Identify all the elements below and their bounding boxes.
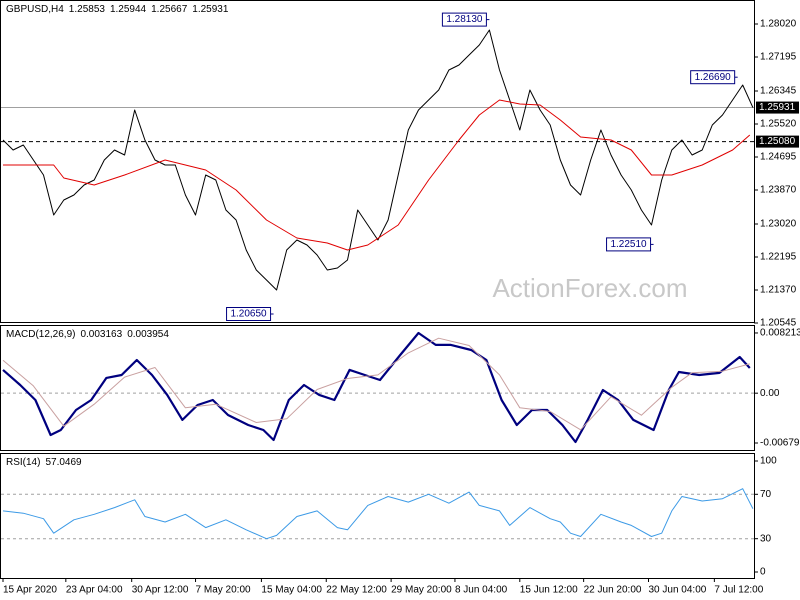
panel-header: RSI(14) 57.0469 xyxy=(6,457,82,468)
x-tick-label: 8 Jun 04:00 xyxy=(455,585,508,596)
y-tick-label: 0 xyxy=(760,567,766,578)
y-tick-label: 1.27195 xyxy=(760,52,797,63)
x-tick-label: 30 Apr 12:00 xyxy=(132,585,189,596)
y-tick-label: -0.006796 xyxy=(760,438,800,449)
y-tick-label: 1.22195 xyxy=(760,252,797,263)
header-value: 1.25853 xyxy=(69,4,106,15)
header-title: RSI(14) xyxy=(6,457,40,468)
price-line-label: 1.25080 xyxy=(759,136,796,147)
annotation-label: 1.22510 xyxy=(610,239,647,250)
series-line xyxy=(2,337,750,431)
y-tick-label: 100 xyxy=(760,456,777,467)
x-tick-label: 22 May 12:00 xyxy=(326,585,387,596)
x-tick-label: 29 May 20:00 xyxy=(391,585,452,596)
series-line xyxy=(2,488,754,540)
price-line-box xyxy=(756,101,799,114)
series-line xyxy=(2,331,751,444)
y-tick-label: 0.008213 xyxy=(760,328,800,339)
series-line xyxy=(2,29,754,291)
header-value: 1.25931 xyxy=(192,4,229,15)
annotation-label: 1.26690 xyxy=(695,72,732,83)
price-line-box xyxy=(756,135,799,148)
header-title: MACD(12,26,9) xyxy=(6,329,75,340)
x-tick-label: 15 Jun 12:00 xyxy=(520,585,578,596)
price-line-label: 1.25931 xyxy=(759,102,796,113)
header-value: 0.003954 xyxy=(127,329,169,340)
x-tick-label: 30 Jun 04:00 xyxy=(648,585,706,596)
watermark: ActionForex.com xyxy=(492,273,687,303)
x-tick-label: 15 May 04:00 xyxy=(261,585,322,596)
panel-header: GBPUSD,H4 1.25853 1.25944 1.25667 1.25931 xyxy=(6,4,229,15)
y-tick-label: 1.26345 xyxy=(760,86,797,97)
panel-frame xyxy=(0,453,755,579)
header-value: 57.0469 xyxy=(45,457,82,468)
y-tick-label: 1.28020 xyxy=(760,19,797,30)
panel-frame xyxy=(0,0,755,323)
y-tick-label: 1.24695 xyxy=(760,152,797,163)
header-title: GBPUSD,H4 xyxy=(6,4,64,15)
annotation-label: 1.20650 xyxy=(230,309,267,320)
header-value: 1.25667 xyxy=(151,4,188,15)
y-tick-label: 1.20545 xyxy=(760,318,797,329)
y-tick-label: 1.23020 xyxy=(760,219,797,230)
y-tick-label: 1.23870 xyxy=(760,185,797,196)
y-tick-label: 1.25520 xyxy=(760,119,797,130)
series-line xyxy=(3,99,751,251)
x-tick-label: 23 Apr 04:00 xyxy=(66,585,123,596)
y-tick-label: 1.21370 xyxy=(760,285,797,296)
y-tick-label: 0.00 xyxy=(760,388,780,399)
panel-header: MACD(12,26,9) 0.003163 0.003954 xyxy=(6,329,169,340)
y-tick-label: 30 xyxy=(760,533,772,544)
header-value: 0.003163 xyxy=(80,329,122,340)
header-value: 1.25944 xyxy=(110,4,147,15)
x-tick-label: 22 Jun 20:00 xyxy=(584,585,642,596)
x-tick-label: 7 May 20:00 xyxy=(196,585,251,596)
panel-frame xyxy=(0,325,755,451)
y-tick-label: 70 xyxy=(760,489,772,500)
x-tick-label: 7 Jul 12:00 xyxy=(714,585,763,596)
annotation-label: 1.28130 xyxy=(446,14,483,25)
x-tick-label: 15 Apr 2020 xyxy=(3,585,57,596)
